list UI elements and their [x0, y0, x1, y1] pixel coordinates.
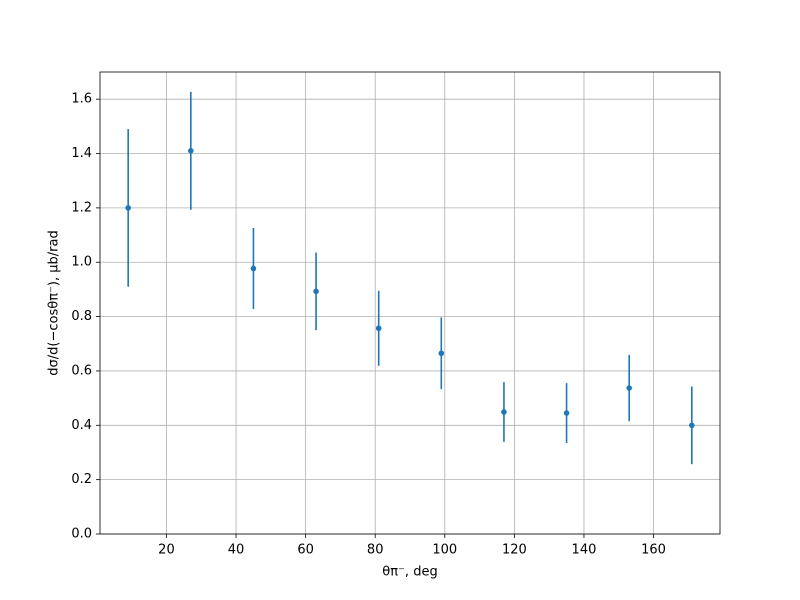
data-point — [125, 205, 131, 211]
x-axis-label: θπ⁻, deg — [382, 565, 437, 580]
y-tick-label: 0.8 — [71, 309, 92, 324]
x-tick-label: 120 — [502, 543, 527, 558]
data-point — [438, 350, 445, 357]
x-tick-label: 60 — [297, 543, 314, 558]
y-tick-label: 1.2 — [71, 200, 92, 215]
y-tick-label: 0.0 — [71, 527, 92, 542]
plot-frame — [99, 71, 721, 535]
data-point — [689, 422, 695, 429]
x-tick-label: 40 — [228, 543, 245, 558]
y-tick-label: 0.2 — [71, 472, 92, 487]
x-tick-label: 140 — [572, 543, 597, 558]
data-point — [626, 385, 632, 391]
y-tick-label: 1.0 — [71, 255, 92, 270]
x-tick-label: 100 — [432, 543, 457, 558]
y-tick-label: 1.6 — [71, 92, 92, 107]
y-tick-label: 0.6 — [71, 363, 92, 378]
data-point — [188, 148, 194, 154]
data-point — [563, 410, 570, 416]
data-point — [501, 409, 507, 415]
x-tick-label: 20 — [158, 543, 175, 558]
data-point — [375, 325, 382, 332]
x-tick-label: 160 — [641, 543, 666, 558]
x-tick-label: 80 — [367, 543, 384, 558]
y-axis-label: dσ/d(−cosθπ⁻), μb/rad — [47, 230, 62, 375]
y-tick-label: 1.4 — [71, 146, 92, 161]
data-point — [313, 288, 319, 295]
y-tick-label: 0.4 — [71, 418, 92, 433]
data-point — [250, 265, 257, 272]
